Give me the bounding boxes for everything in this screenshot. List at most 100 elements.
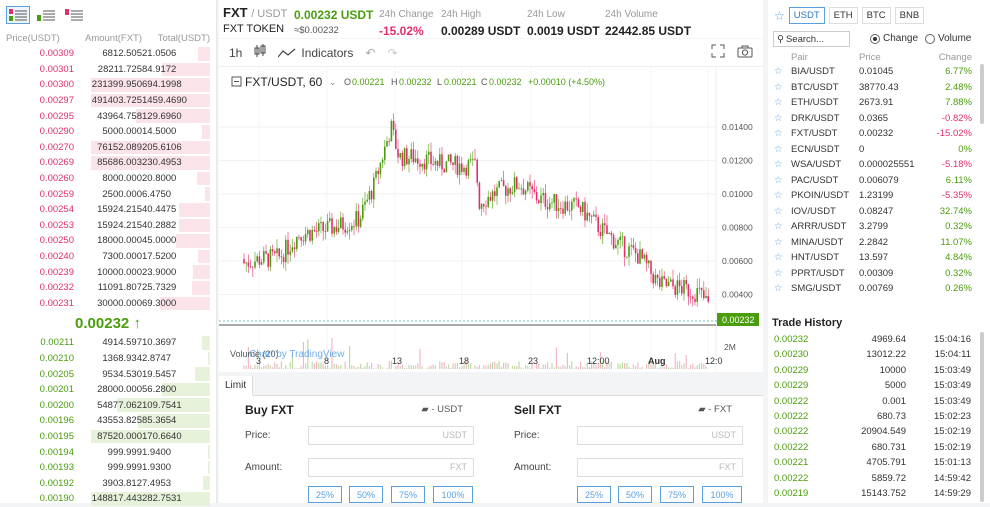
buy-25-button[interactable]: 25%	[308, 486, 342, 503]
star-icon[interactable]: ☆	[774, 113, 783, 124]
star-icon[interactable]: ☆	[774, 144, 783, 155]
indicators-button[interactable]: Indicators	[278, 46, 353, 60]
bids-only-view-icon[interactable]	[34, 6, 58, 24]
star-icon[interactable]: ☆	[774, 221, 783, 232]
fullscreen-icon[interactable]	[711, 44, 725, 61]
star-icon[interactable]: ☆	[774, 252, 783, 263]
price-cell: 0.00195	[6, 431, 74, 442]
star-icon[interactable]: ☆	[774, 159, 783, 170]
candle-style-icon[interactable]	[254, 44, 266, 61]
tab-usdt[interactable]: USDT	[789, 7, 825, 24]
y-tick-label: 0.00400	[722, 290, 753, 300]
sell-100-button[interactable]: 100%	[702, 486, 742, 503]
star-icon[interactable]: ☆	[774, 268, 783, 279]
star-icon[interactable]: ☆	[774, 206, 783, 217]
star-icon[interactable]: ☆	[774, 82, 783, 93]
star-icon[interactable]: ☆	[774, 128, 783, 139]
sort-volume-radio[interactable]: Volume	[925, 33, 971, 44]
star-icon[interactable]: ☆	[774, 190, 783, 201]
sell-75-button[interactable]: 75%	[660, 486, 694, 503]
trade-history-scrollbar[interactable]	[980, 332, 984, 502]
buy-100-button[interactable]: 100%	[433, 486, 473, 503]
buy-price-input[interactable]: USDT	[308, 426, 474, 445]
sell-25-button[interactable]: 25%	[577, 486, 611, 503]
sell-amount-input[interactable]: FXT	[577, 458, 743, 477]
star-icon[interactable]: ☆	[774, 97, 783, 108]
candlestick-chart[interactable]: 0.00232 0.014000.012000.010000.008000.00…	[219, 67, 763, 371]
star-icon[interactable]: ☆	[774, 237, 783, 248]
interval-selector[interactable]: 1h	[229, 46, 242, 60]
symbol-legend[interactable]: FXT/USDT, 60 ⌄	[232, 75, 337, 89]
sort-change-radio[interactable]: Change	[870, 33, 918, 44]
markets-panel: ☆ USDT ETH BTC BNB ⚲Search... Change Vol…	[768, 0, 990, 312]
sell-price-input[interactable]: USDT	[577, 426, 743, 445]
tradingview-watermark[interactable]: Chart by TradingView	[249, 349, 345, 360]
star-icon[interactable]: ☆	[774, 283, 783, 294]
star-icon[interactable]: ☆	[774, 66, 783, 77]
tab-bnb[interactable]: BNB	[895, 7, 925, 24]
tab-btc[interactable]: BTC	[862, 7, 891, 24]
asks-only-view-icon[interactable]	[62, 6, 86, 24]
sell-50-button[interactable]: 50%	[618, 486, 652, 503]
redo-icon[interactable]: ↷	[387, 46, 397, 60]
star-icon[interactable]: ☆	[774, 175, 783, 186]
market-pair: ECN/USDT	[791, 144, 840, 155]
undo-icon[interactable]: ↶	[365, 46, 375, 60]
markets-scrollbar[interactable]	[980, 64, 984, 124]
pair-title[interactable]: FXT / USDT	[223, 5, 287, 20]
buy-amount-input[interactable]: FXT	[308, 458, 474, 477]
camera-icon[interactable]	[737, 45, 753, 61]
favorites-star-icon[interactable]: ☆	[774, 9, 785, 23]
market-search-input[interactable]: ⚲Search...	[773, 31, 850, 47]
buy-50-button[interactable]: 50%	[349, 486, 383, 503]
tab-eth[interactable]: ETH	[829, 7, 858, 24]
buy-75-button[interactable]: 75%	[391, 486, 425, 503]
legend-dropdown-icon[interactable]: ⌄	[329, 77, 337, 87]
tab-limit[interactable]: Limit	[219, 376, 253, 396]
both-sides-view-icon[interactable]	[6, 6, 30, 24]
